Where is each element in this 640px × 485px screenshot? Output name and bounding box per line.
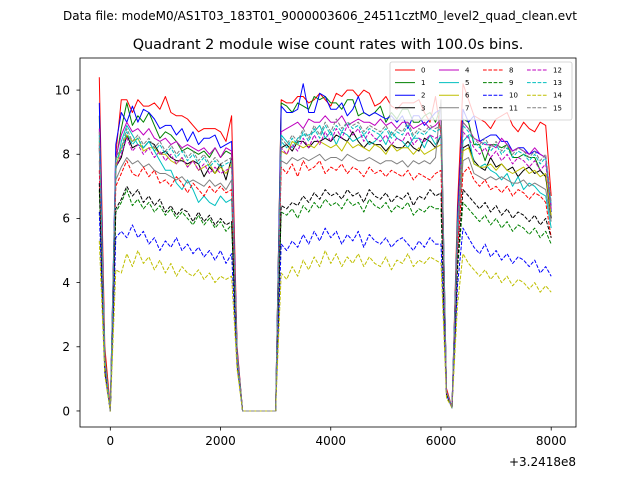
series-line-4 (98, 115, 552, 412)
y-tick-label: 8 (62, 148, 70, 162)
y-tick-label: 4 (62, 276, 70, 290)
series-line-6 (98, 134, 552, 412)
legend-label-1: 1 (421, 79, 425, 87)
y-tick-label: 10 (55, 83, 70, 97)
y-tick-label: 0 (62, 404, 70, 418)
legend-label-3: 3 (421, 104, 425, 112)
x-tick-label: 0 (106, 434, 114, 448)
series-line-13 (98, 121, 552, 412)
chart-title: Quadrant 2 module wise count rates with … (133, 37, 524, 53)
series-line-9 (98, 189, 552, 412)
legend-label-13: 13 (553, 79, 562, 87)
series-line-2 (98, 83, 552, 412)
y-tick-label: 2 (62, 340, 70, 354)
x-tick-label: 4000 (315, 434, 346, 448)
legend-label-8: 8 (509, 67, 513, 75)
legend-label-4: 4 (465, 67, 470, 75)
legend-label-9: 9 (509, 79, 513, 87)
chart-suptitle: Data file: modeM0/AS1T03_183T01_90000036… (63, 9, 577, 23)
axes-frame (79, 57, 577, 428)
legend-label-14: 14 (553, 92, 562, 100)
x-axis-offset-label: +3.2418e8 (509, 455, 576, 469)
series-line-15 (98, 118, 552, 412)
y-tick-label: 6 (62, 212, 70, 226)
legend-label-2: 2 (421, 92, 425, 100)
x-tick-label: 8000 (536, 434, 567, 448)
series-line-7 (98, 99, 552, 412)
x-tick-label: 2000 (205, 434, 236, 448)
legend-label-7: 7 (465, 104, 469, 112)
series-line-14 (98, 240, 552, 412)
legend-label-6: 6 (465, 92, 470, 100)
plot-area (98, 77, 552, 412)
legend-label-12: 12 (553, 67, 562, 75)
legend-label-11: 11 (509, 104, 518, 112)
legend-label-15: 15 (553, 104, 562, 112)
series-line-8 (98, 160, 552, 412)
legend-label-0: 0 (421, 67, 425, 75)
series-group (98, 77, 552, 412)
series-line-10 (98, 211, 552, 412)
legend-label-10: 10 (509, 92, 518, 100)
series-line-11 (98, 183, 552, 412)
legend-label-5: 5 (465, 79, 469, 87)
x-tick-label: 6000 (426, 434, 457, 448)
series-line-12 (98, 124, 552, 412)
legend-box (389, 61, 573, 121)
